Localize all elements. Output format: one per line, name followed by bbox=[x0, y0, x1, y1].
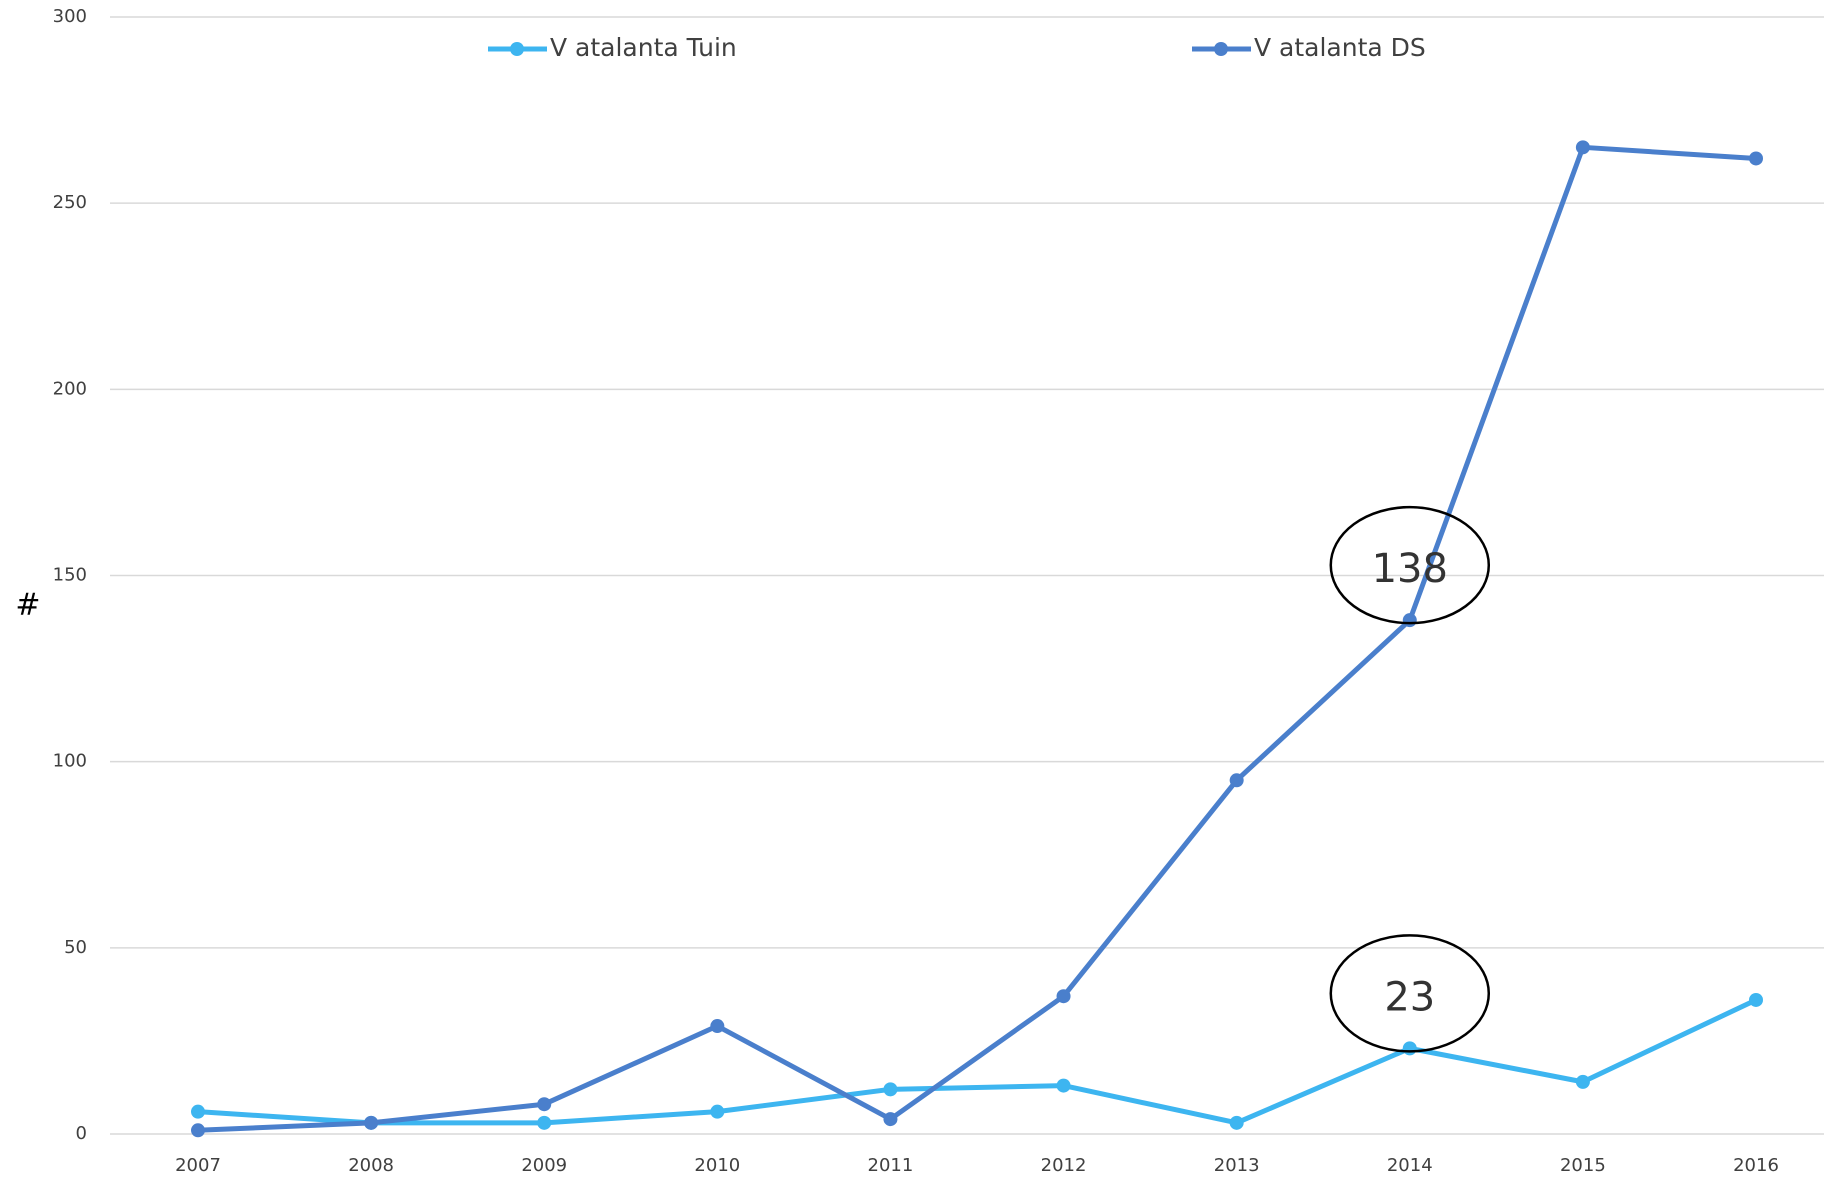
data-point bbox=[883, 1112, 898, 1127]
y-tick-label: 300 bbox=[53, 6, 87, 27]
x-tick-label: 2012 bbox=[1041, 1155, 1087, 1176]
data-point bbox=[1402, 1041, 1417, 1056]
y-tick-label: 250 bbox=[53, 192, 87, 213]
data-label: 23 bbox=[1384, 974, 1435, 1020]
x-tick-label: 2011 bbox=[868, 1155, 914, 1176]
x-tick-label: 2014 bbox=[1387, 1155, 1433, 1176]
data-point bbox=[1056, 989, 1071, 1004]
annotation-ellipse bbox=[1329, 934, 1491, 1053]
y-axis-label: # bbox=[15, 588, 40, 623]
legend-marker bbox=[1214, 42, 1228, 56]
data-label: 138 bbox=[1372, 546, 1448, 592]
data-point bbox=[883, 1082, 898, 1097]
data-point bbox=[1229, 773, 1244, 788]
data-point bbox=[537, 1115, 552, 1130]
data-point bbox=[537, 1097, 552, 1112]
data-line bbox=[197, 997, 1758, 1126]
x-tick-label: 2009 bbox=[521, 1155, 567, 1176]
data-point bbox=[710, 1019, 725, 1034]
data-point bbox=[191, 1123, 205, 1138]
data-point bbox=[1575, 140, 1590, 155]
x-tick-label: 2016 bbox=[1733, 1155, 1779, 1176]
data-line bbox=[197, 144, 1757, 1133]
legend-label: V atalanta DS bbox=[1254, 33, 1426, 62]
y-tick-label: 200 bbox=[53, 378, 87, 399]
y-tick-label: 100 bbox=[53, 751, 87, 772]
data-point bbox=[364, 1115, 379, 1130]
data-point bbox=[1056, 1078, 1071, 1093]
x-tick-label: 2008 bbox=[348, 1155, 394, 1176]
data-point bbox=[1749, 992, 1763, 1007]
legend-marker bbox=[510, 42, 524, 56]
y-tick-label: 50 bbox=[64, 937, 87, 958]
x-tick-label: 2015 bbox=[1560, 1155, 1606, 1176]
data-point bbox=[710, 1104, 725, 1119]
data-point bbox=[1575, 1074, 1590, 1089]
data-point bbox=[1402, 613, 1417, 628]
data-point bbox=[191, 1104, 205, 1119]
x-tick-label: 2010 bbox=[694, 1155, 740, 1176]
legend-label: V atalanta Tuin bbox=[550, 33, 737, 62]
y-tick-label: 150 bbox=[53, 565, 87, 586]
annotation-ellipse bbox=[1329, 505, 1491, 625]
data-point bbox=[1749, 151, 1763, 166]
data-point bbox=[1229, 1115, 1244, 1130]
y-tick-label: 0 bbox=[76, 1123, 87, 1144]
x-tick-label: 2013 bbox=[1214, 1155, 1260, 1176]
x-tick-label: 2007 bbox=[175, 1155, 221, 1176]
